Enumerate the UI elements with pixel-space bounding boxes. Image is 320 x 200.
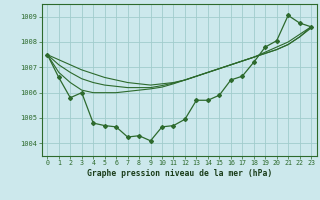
X-axis label: Graphe pression niveau de la mer (hPa): Graphe pression niveau de la mer (hPa)	[87, 169, 272, 178]
